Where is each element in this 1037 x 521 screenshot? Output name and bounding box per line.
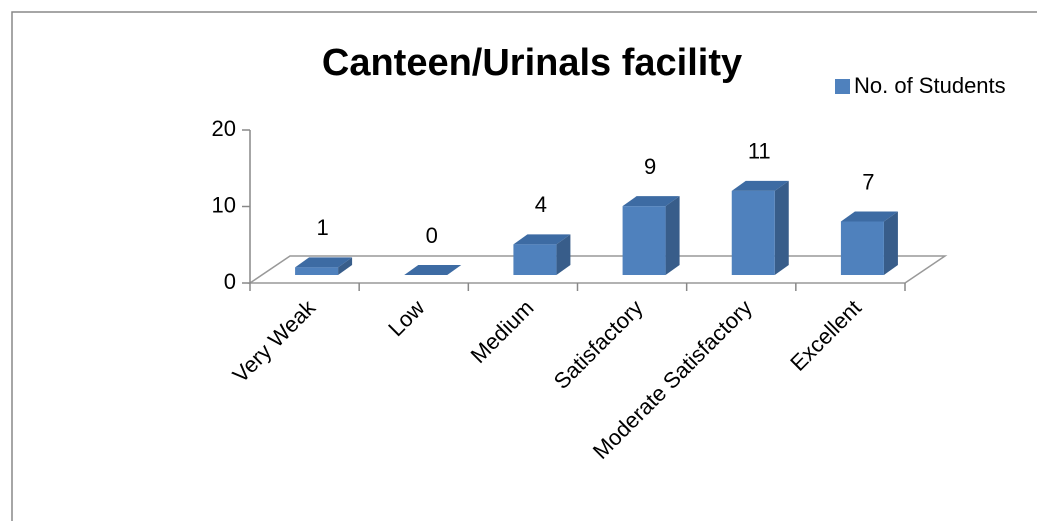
legend-label: No. of Students [854, 73, 1006, 98]
bar [295, 257, 353, 275]
bar-top [731, 180, 789, 191]
bar [622, 196, 680, 275]
bar-side [665, 196, 680, 275]
data-label: 11 [748, 139, 771, 164]
y-tick-label: 0 [224, 269, 236, 294]
bar-top [404, 265, 462, 275]
bar-front [840, 221, 884, 275]
bar-front [622, 206, 666, 275]
y-tick-label: 10 [212, 192, 236, 217]
bar-side [883, 211, 898, 275]
data-label: 0 [426, 223, 438, 248]
chart-title: Canteen/Urinals facility [322, 42, 742, 84]
y-tick-label: 20 [212, 116, 236, 141]
data-label: 4 [535, 192, 547, 217]
bar-top [622, 196, 680, 207]
data-label: 1 [316, 215, 328, 240]
bar-side [556, 234, 571, 275]
legend-swatch [835, 79, 850, 94]
data-label: 9 [644, 154, 656, 179]
bar-side [338, 257, 353, 275]
bar-top [840, 211, 898, 222]
bar [404, 265, 462, 275]
bar-front [513, 244, 557, 275]
bar-top [295, 257, 353, 268]
bar [840, 211, 898, 275]
data-label: 7 [862, 169, 874, 194]
bar-front [731, 190, 775, 275]
bar-top [513, 234, 571, 245]
bar [731, 180, 789, 275]
bar [513, 234, 571, 275]
bar-side [774, 180, 789, 275]
floor [247, 255, 948, 284]
bar-front [295, 267, 339, 275]
